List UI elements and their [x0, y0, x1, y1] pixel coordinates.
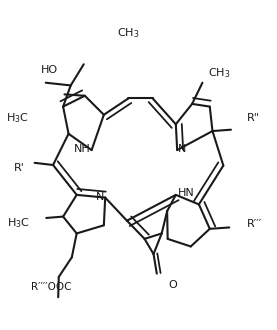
Text: HN: HN [178, 188, 195, 198]
Text: O: O [168, 280, 177, 290]
Text: CH$_3$: CH$_3$ [208, 66, 230, 80]
Text: H$_3$C: H$_3$C [7, 216, 30, 230]
Text: CH$_3$: CH$_3$ [117, 26, 140, 40]
Text: R′′′: R′′′ [247, 219, 262, 229]
Text: R': R' [13, 163, 24, 173]
Text: NH: NH [73, 144, 90, 154]
Text: N: N [96, 192, 105, 202]
Text: N: N [178, 144, 186, 154]
Text: H$_3$C: H$_3$C [6, 112, 29, 125]
Text: HO: HO [41, 65, 58, 76]
Text: R′′′′OOC: R′′′′OOC [31, 282, 72, 292]
Text: R": R" [247, 113, 260, 123]
